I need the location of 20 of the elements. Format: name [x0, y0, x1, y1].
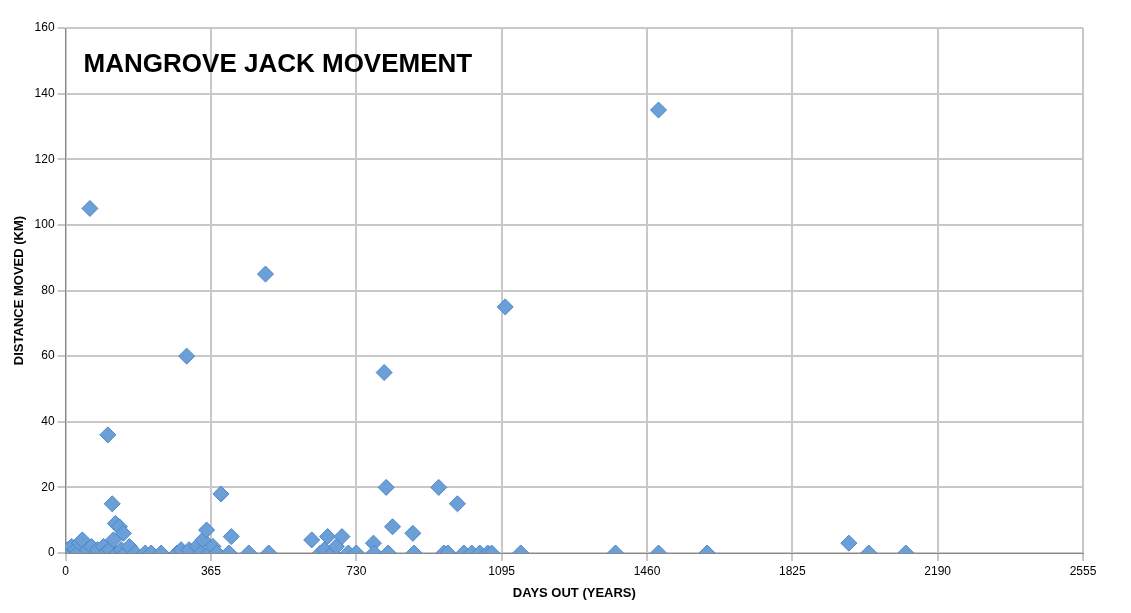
- y-tick-label: 0: [47, 545, 55, 560]
- x-tick-label: 2555: [1069, 563, 1097, 578]
- y-tick-label: 40: [41, 414, 55, 429]
- y-tick-label: 120: [34, 151, 55, 166]
- text: MANGROVE JACK MOVEMENT: [83, 48, 473, 79]
- x-tick-label: 1095: [488, 563, 516, 578]
- y-tick-label: 60: [41, 348, 55, 363]
- y-axis-title: DISTANCE MOVED (KM): [11, 215, 27, 366]
- x-axis-title: DAYS OUT (YEARS): [512, 584, 636, 600]
- y-tick-label: 20: [41, 479, 55, 494]
- x-tick-label: 0: [62, 563, 70, 578]
- x-tick-label: 365: [200, 563, 222, 578]
- x-tick-label: 1460: [633, 563, 661, 578]
- y-tick-label: 100: [34, 217, 55, 232]
- y-tick-label: 160: [34, 20, 55, 35]
- x-tick-label: 2190: [924, 563, 952, 578]
- x-tick-label: 1825: [778, 563, 806, 578]
- x-tick-label: 730: [346, 563, 367, 578]
- y-tick-label: 140: [34, 85, 55, 100]
- y-tick-label: 80: [41, 282, 55, 297]
